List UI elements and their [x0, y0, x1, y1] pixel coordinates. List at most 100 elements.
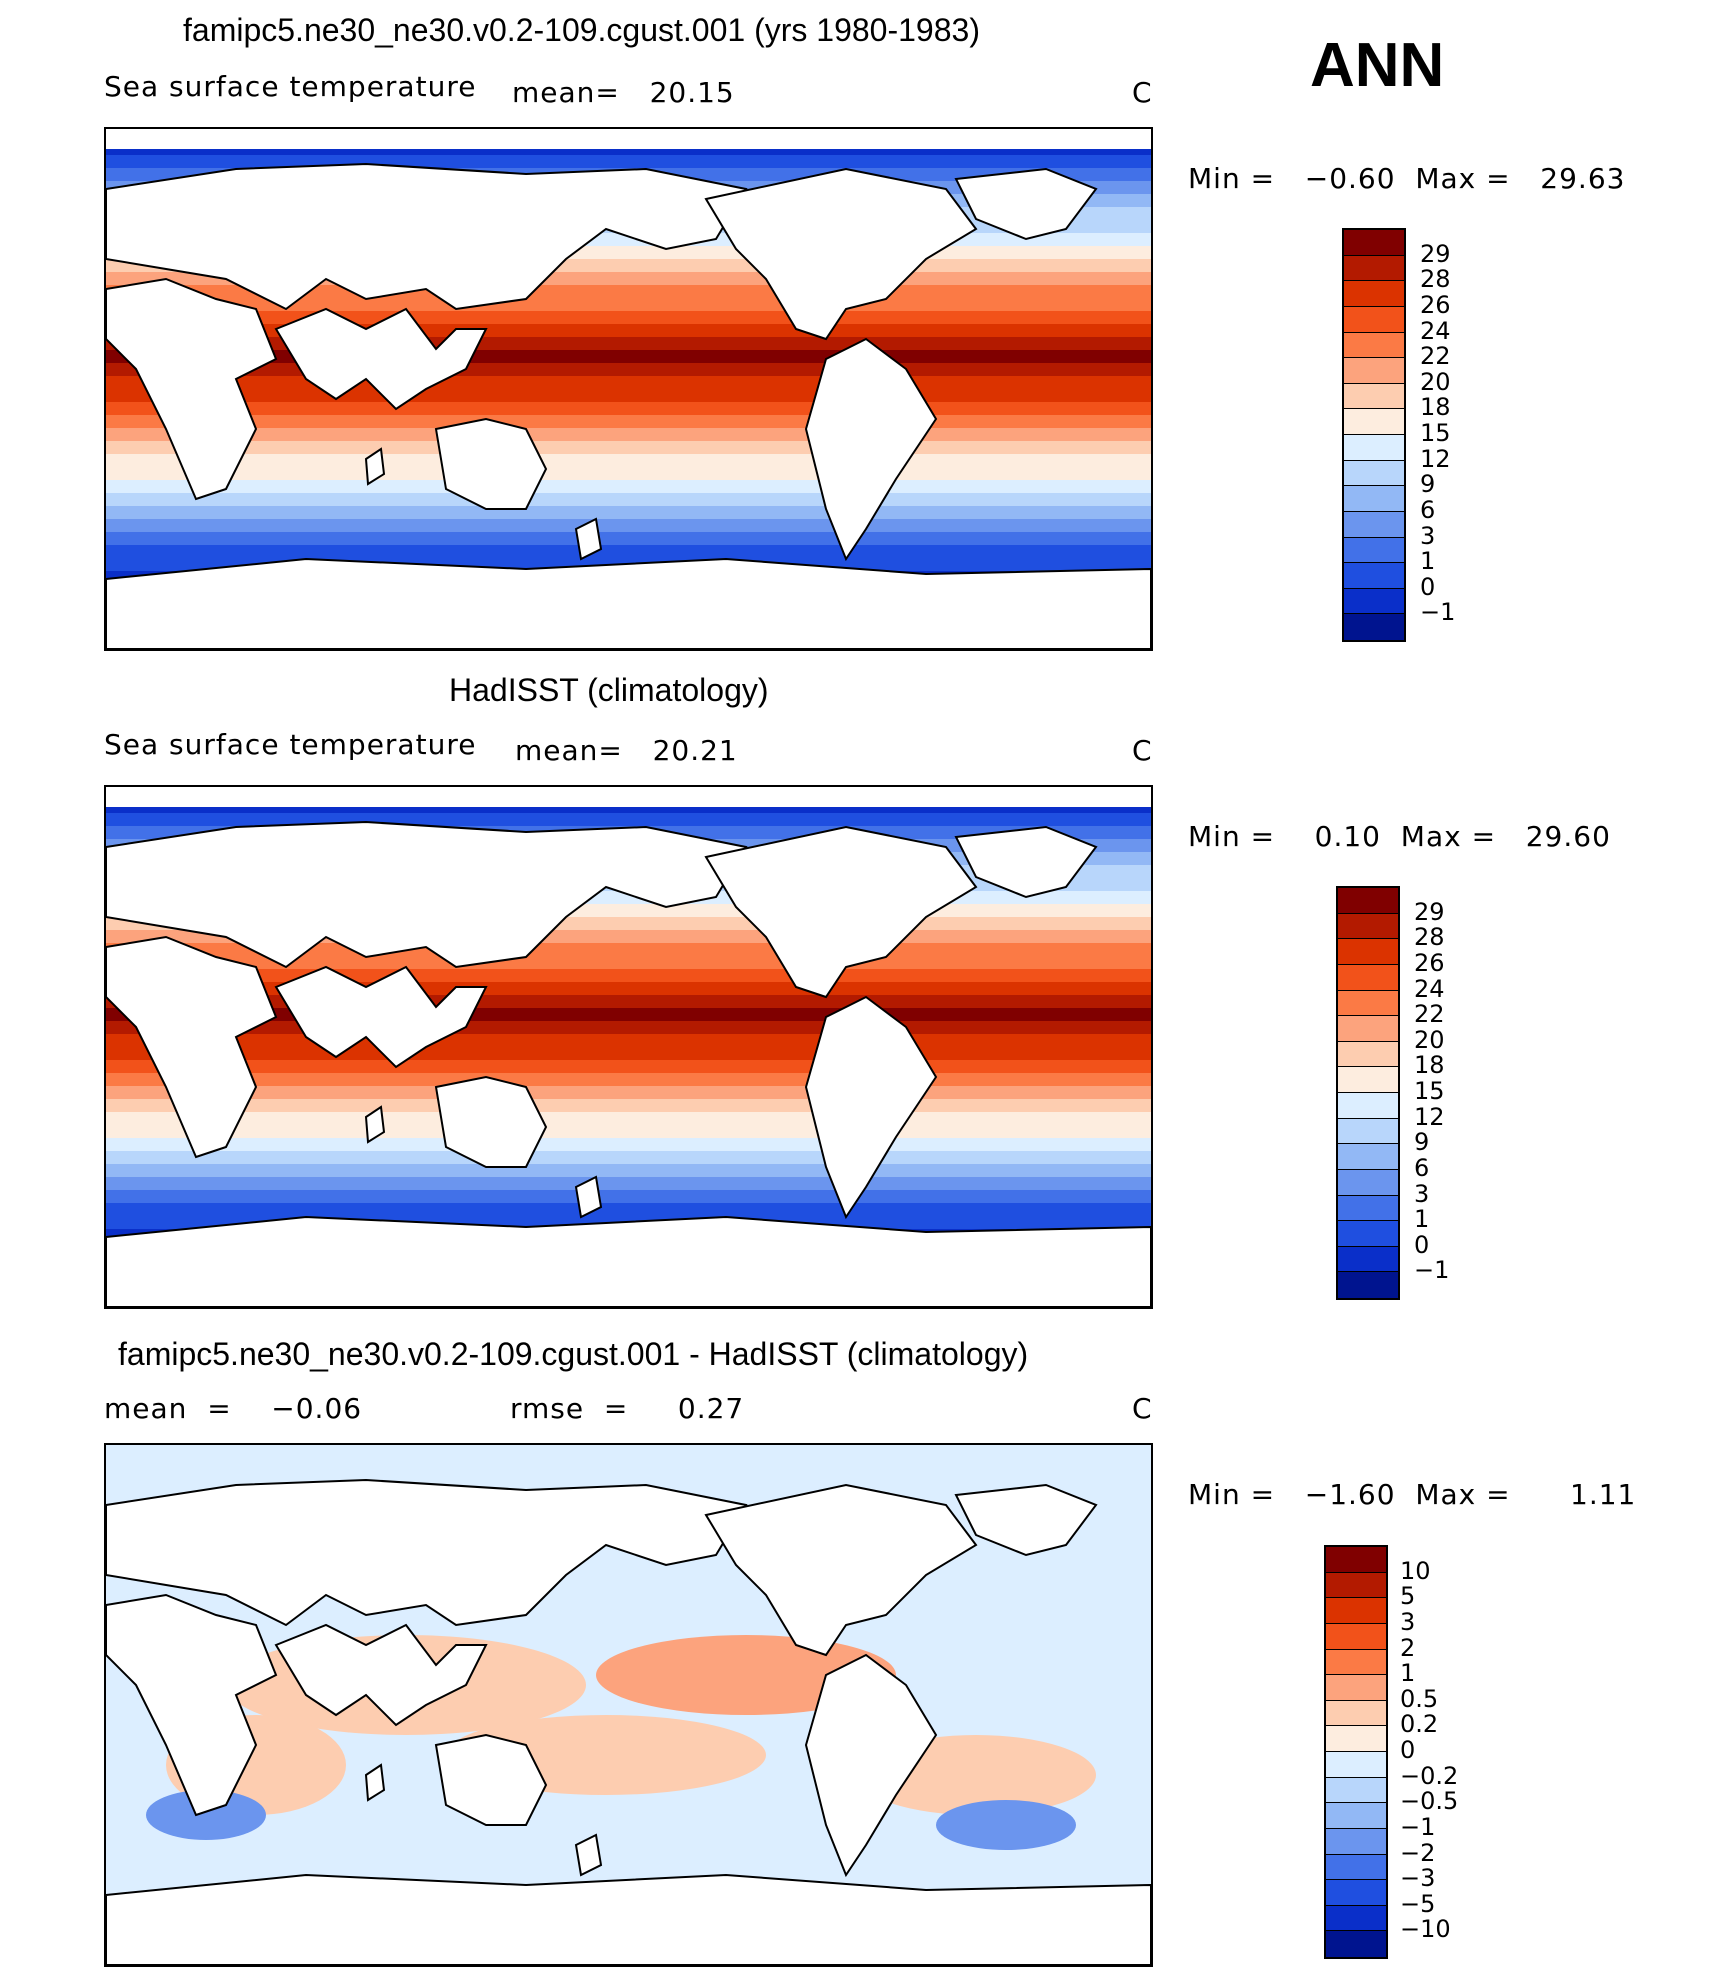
sst-band: [106, 1203, 1151, 1217]
panel3-rmse: rmse = 0.27: [510, 1392, 745, 1425]
colorbar-tick-label: 0: [1414, 1230, 1430, 1259]
diff-anomaly-patch: [936, 1800, 1076, 1850]
season-label: ANN: [1310, 31, 1445, 100]
colorbar-swatch: [1338, 990, 1398, 1017]
colorbar-swatch: [1344, 588, 1404, 615]
colorbar-tick-label: 20: [1414, 1025, 1445, 1054]
colorbar-swatch: [1338, 939, 1398, 965]
panel1-sst-field: [106, 129, 1151, 649]
colorbar-swatch: [1338, 1093, 1398, 1119]
panel3-title: famipc5.ne30_ne30.v0.2-109.cgust.001 - H…: [118, 1336, 1029, 1372]
colorbar-swatch: [1338, 913, 1398, 940]
panel3-map: [104, 1443, 1153, 1967]
sst-band: [106, 969, 1151, 983]
sst-band: [106, 415, 1151, 429]
panel1-mean: mean= 20.15: [512, 76, 735, 109]
colorbar-tick-label: −1: [1420, 598, 1456, 627]
colorbar-swatch: [1344, 255, 1404, 282]
colorbar-tick-label: 6: [1420, 495, 1436, 524]
colorbar-swatch: [1344, 358, 1404, 384]
colorbar-tick-label: 28: [1420, 265, 1451, 294]
colorbar-tick-label: 5: [1400, 1582, 1416, 1611]
panel3-mean: mean = −0.06: [104, 1392, 363, 1425]
colorbar-swatch: [1338, 1272, 1398, 1298]
panel1-units: C: [1132, 76, 1153, 109]
colorbar-tick-label: 28: [1414, 923, 1445, 952]
panel1-map: [104, 127, 1153, 651]
colorbar-tick-label: −0.2: [1400, 1761, 1459, 1790]
land-outline: [574, 1175, 603, 1219]
sst-band: [106, 1151, 1151, 1165]
colorbar-swatch: [1326, 1803, 1386, 1829]
land-outline: [274, 1623, 488, 1727]
colorbar-tick-label: 6: [1414, 1153, 1430, 1182]
colorbar-tick-label: 1: [1420, 547, 1436, 576]
colorbar-swatch: [1344, 383, 1404, 410]
colorbar-tick-label: 24: [1420, 316, 1451, 345]
colorbar-swatch: [1326, 1598, 1386, 1624]
land-outline: [106, 162, 748, 311]
land-outline: [106, 1873, 1151, 1965]
colorbar-swatch: [1344, 614, 1404, 640]
colorbar-swatch: [1326, 1572, 1386, 1599]
land-outline: [434, 1075, 548, 1168]
panel3-minmax: Min = −1.60 Max = 1.11: [1188, 1478, 1637, 1511]
sst-band: [106, 1073, 1151, 1087]
colorbar-swatch: [1326, 1854, 1386, 1881]
land-outline: [106, 557, 1151, 649]
colorbar-swatch: [1344, 460, 1404, 487]
sst-band: [106, 155, 1151, 169]
land-outline: [804, 1653, 938, 1878]
land-outline: [804, 995, 938, 1220]
colorbar-swatch: [1326, 1752, 1386, 1778]
sst-band: [106, 441, 1151, 455]
sst-band: [106, 1164, 1151, 1178]
land-outline: [704, 1483, 978, 1657]
sst-band: [106, 1047, 1151, 1061]
land-outline: [364, 1105, 386, 1144]
colorbar-swatch: [1326, 1880, 1386, 1906]
land-outline: [574, 517, 603, 561]
colorbar-swatch: [1344, 281, 1404, 307]
panel1-variable: Sea surface temperature: [104, 70, 477, 103]
colorbar-tick-label: 29: [1414, 897, 1445, 926]
colorbar-swatch: [1326, 1649, 1386, 1676]
colorbar-swatch: [1338, 1221, 1398, 1247]
colorbar-swatch: [1326, 1905, 1386, 1932]
colorbar-tick-label: 3: [1414, 1179, 1430, 1208]
colorbar-tick-label: 18: [1414, 1051, 1445, 1080]
colorbar-swatch: [1344, 486, 1404, 512]
colorbar-tick-label: −1: [1400, 1812, 1436, 1841]
colorbar-tick-label: 18: [1420, 393, 1451, 422]
colorbar-swatch: [1344, 332, 1404, 359]
panel3-units: C: [1132, 1392, 1153, 1425]
colorbar-tick-label: 29: [1420, 239, 1451, 268]
colorbar-tick-label: 12: [1414, 1102, 1445, 1131]
sst-band: [106, 1060, 1151, 1074]
sst-band: [106, 428, 1151, 442]
panel2-title: HadISST (climatology): [449, 672, 769, 708]
colorbar-tick-label: −5: [1400, 1889, 1436, 1918]
sst-band: [106, 506, 1151, 520]
land-outline: [804, 337, 938, 562]
colorbar-swatch: [1338, 1169, 1398, 1196]
colorbar-tick-label: 26: [1420, 290, 1451, 319]
polar-mask: [106, 787, 1151, 807]
land-outline: [704, 825, 978, 999]
panel1-minmax: Min = −0.60 Max = 29.63: [1188, 162, 1626, 195]
colorbar-tick-label: −2: [1400, 1838, 1436, 1867]
land-outline: [106, 820, 748, 969]
panel2-colorbar: [1336, 886, 1400, 1300]
panel3-colorbar-labels: 10 5 3 2 1 0.5 0.2 0 −0.2 −0.5 −1 −2 −3 −5 −10: [1400, 1545, 1480, 1955]
land-outline: [106, 935, 278, 1159]
colorbar-tick-label: 0.5: [1400, 1684, 1439, 1713]
colorbar-swatch: [1344, 435, 1404, 461]
colorbar-swatch: [1338, 1195, 1398, 1222]
colorbar-tick-label: 20: [1420, 367, 1451, 396]
colorbar-swatch: [1326, 1675, 1386, 1701]
land-outline: [954, 1483, 1098, 1557]
sst-band: [106, 1177, 1151, 1191]
colorbar-swatch: [1338, 1118, 1398, 1145]
colorbar-tick-label: 15: [1414, 1077, 1445, 1105]
land-outline: [106, 1478, 748, 1627]
